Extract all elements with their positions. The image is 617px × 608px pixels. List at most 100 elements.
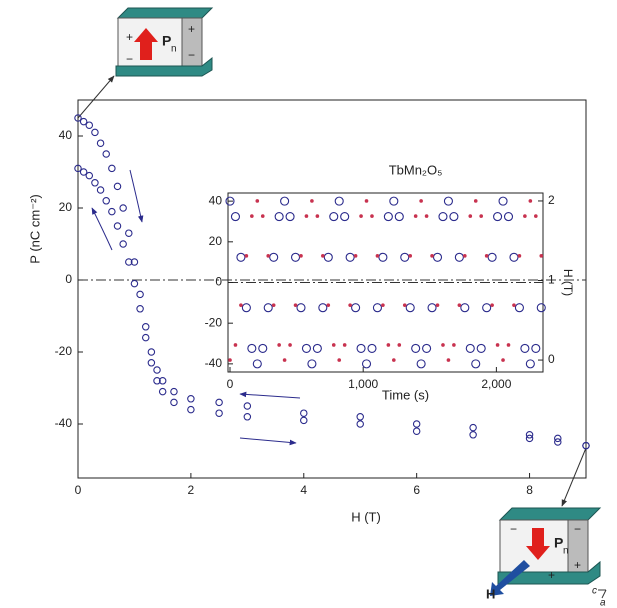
data-point <box>125 229 133 237</box>
data-point <box>285 212 295 222</box>
data-point <box>457 303 462 307</box>
data-point <box>400 252 410 262</box>
data-point <box>509 252 519 262</box>
data-point <box>512 303 516 307</box>
data-point <box>525 359 535 369</box>
icon-sign: − <box>510 522 517 536</box>
data-point <box>280 196 290 206</box>
y-tick-label: 40 <box>209 193 223 207</box>
data-point <box>277 343 281 347</box>
data-point <box>130 279 139 288</box>
data-point <box>408 254 413 258</box>
data-point <box>96 139 105 147</box>
data-point <box>74 114 82 122</box>
y-tick-label: -40 <box>205 356 223 370</box>
data-point <box>441 343 445 347</box>
data-point <box>304 214 309 218</box>
data-point <box>411 343 421 353</box>
data-point <box>334 196 344 206</box>
plot-frame <box>77 99 587 479</box>
chart-title: TbMn₂O₅ <box>389 162 443 177</box>
y2-tick-label: 1 <box>548 273 555 287</box>
data-point <box>215 398 223 407</box>
icon-sign: + <box>188 22 195 36</box>
icon-sign: + <box>574 558 581 572</box>
data-point <box>170 387 178 396</box>
data-point <box>108 207 116 216</box>
data-point <box>370 214 374 218</box>
data-point <box>503 212 514 222</box>
y2-axis-label: H (T) <box>561 269 575 296</box>
y-axis-label: P (nC cm⁻²) <box>27 194 42 263</box>
data-point <box>381 303 385 307</box>
data-point <box>356 413 364 421</box>
data-point <box>495 343 500 347</box>
data-point <box>348 303 352 307</box>
data-point <box>493 212 503 222</box>
data-point <box>241 303 251 313</box>
data-point <box>266 254 271 258</box>
data-point <box>523 214 527 218</box>
data-point <box>469 431 477 439</box>
data-point <box>484 254 489 258</box>
x-tick-label: 6 <box>413 483 420 497</box>
data-point <box>424 214 429 218</box>
data-point <box>469 423 477 432</box>
data-point <box>113 222 122 230</box>
data-point <box>141 333 150 342</box>
data-point <box>323 252 333 262</box>
data-point <box>274 212 284 222</box>
data-point <box>119 204 127 212</box>
y-tick-label: 20 <box>209 234 223 248</box>
data-point <box>419 199 423 203</box>
y-tick-label: 0 <box>65 272 72 286</box>
data-point <box>435 303 440 307</box>
icon-sign: − <box>188 48 195 62</box>
data-point <box>353 254 358 258</box>
data-point <box>260 214 265 218</box>
x-tick-label: 0 <box>227 377 234 391</box>
data-point <box>228 358 232 362</box>
data-point <box>136 305 144 313</box>
data-point <box>490 303 494 307</box>
data-point <box>383 212 393 222</box>
data-point <box>153 377 161 385</box>
data-point <box>452 343 456 347</box>
direction-arrow <box>91 207 113 251</box>
data-point <box>465 343 475 353</box>
data-point <box>345 252 355 262</box>
data-point <box>153 366 161 374</box>
data-point <box>147 348 156 356</box>
data-point <box>102 150 110 158</box>
data-point <box>525 434 534 443</box>
data-point <box>102 197 110 205</box>
data-point <box>402 303 407 307</box>
data-point <box>487 252 497 262</box>
data-point <box>307 359 317 369</box>
data-point <box>471 359 481 369</box>
data-point <box>443 196 453 206</box>
data-point <box>315 214 320 218</box>
data-point <box>233 343 238 347</box>
data-point <box>361 359 372 369</box>
y-tick-label: 20 <box>59 200 73 214</box>
data-point <box>244 254 249 258</box>
axis-indicator <box>601 589 607 599</box>
icon-label: P <box>162 33 171 49</box>
data-point <box>364 199 369 203</box>
data-point <box>187 395 195 403</box>
data-point <box>498 196 508 206</box>
data-point <box>310 199 314 203</box>
data-point <box>482 303 492 313</box>
data-point <box>430 254 434 258</box>
data-point <box>147 359 156 367</box>
data-point <box>130 258 139 266</box>
icon-sign: − <box>574 522 581 536</box>
y-tick-label: -40 <box>55 416 73 430</box>
data-point <box>299 254 303 258</box>
data-point <box>397 343 402 347</box>
data-point <box>113 182 122 191</box>
icon-label: n <box>171 44 177 55</box>
icon-sign: + <box>548 568 555 582</box>
data-point <box>463 254 467 258</box>
